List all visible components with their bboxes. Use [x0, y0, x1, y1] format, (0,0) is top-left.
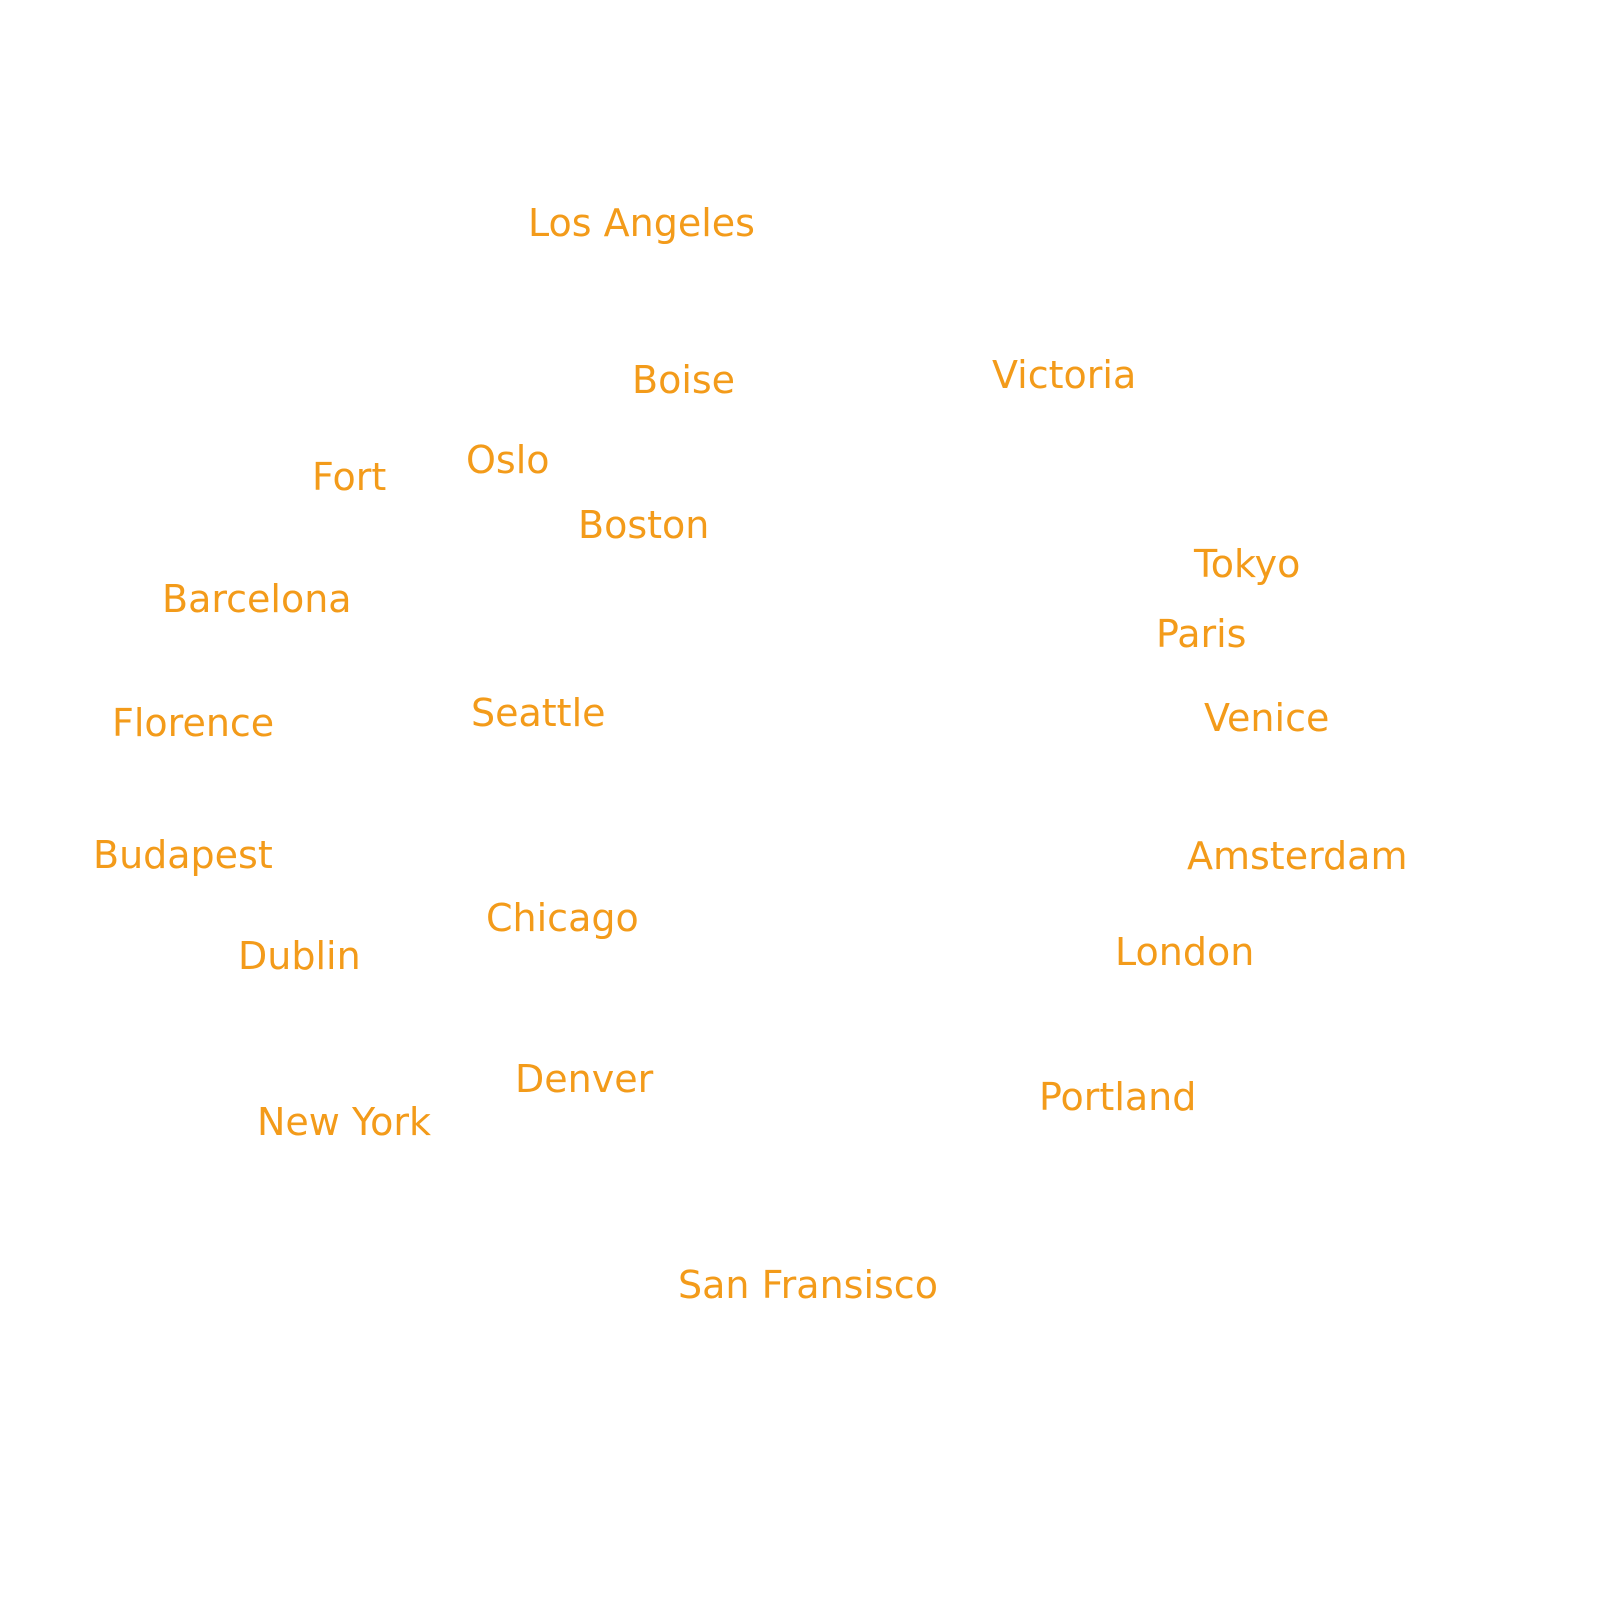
city-label-florence[interactable]: Florence: [112, 701, 275, 745]
city-label-amsterdam[interactable]: Amsterdam: [1187, 834, 1408, 878]
city-label-budapest[interactable]: Budapest: [93, 833, 273, 877]
city-label-chicago[interactable]: Chicago: [486, 896, 639, 940]
city-label-barcelona[interactable]: Barcelona: [162, 577, 352, 621]
city-label-victoria[interactable]: Victoria: [992, 353, 1137, 397]
city-label-los-angeles[interactable]: Los Angeles: [528, 201, 755, 245]
city-label-boise[interactable]: Boise: [632, 358, 736, 402]
city-label-venice[interactable]: Venice: [1204, 696, 1330, 740]
city-label-boston[interactable]: Boston: [578, 503, 710, 547]
city-label-denver[interactable]: Denver: [515, 1057, 654, 1101]
city-label-portland[interactable]: Portland: [1039, 1075, 1197, 1119]
city-label-san-fransisco[interactable]: San Fransisco: [678, 1263, 938, 1307]
city-label-paris[interactable]: Paris: [1156, 612, 1247, 656]
city-label-seattle[interactable]: Seattle: [471, 691, 606, 735]
city-label-london[interactable]: London: [1115, 930, 1255, 974]
city-label-oslo[interactable]: Oslo: [466, 438, 550, 482]
city-label-fort[interactable]: Fort: [312, 455, 387, 499]
city-label-new-york[interactable]: New York: [257, 1100, 432, 1144]
city-label-tokyo[interactable]: Tokyo: [1194, 542, 1301, 586]
city-label-dublin[interactable]: Dublin: [238, 934, 361, 978]
